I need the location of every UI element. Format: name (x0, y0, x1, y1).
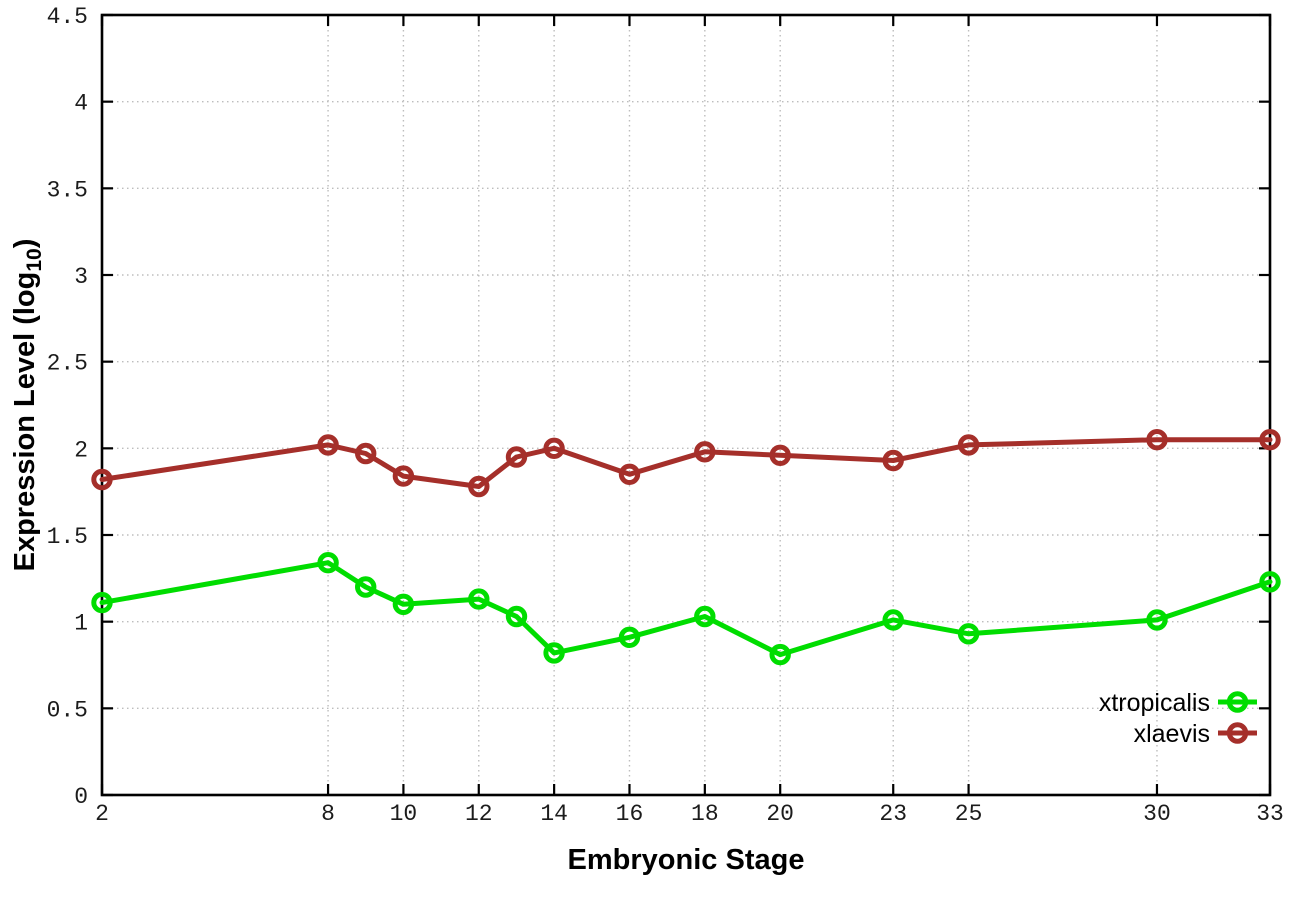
series-marker-xlaevis (957, 434, 980, 456)
x-tick-label: 30 (1143, 801, 1171, 827)
x-tick-label: 16 (616, 801, 644, 827)
y-tick-label: 4 (74, 91, 88, 117)
series-marker-xlaevis (91, 468, 113, 491)
series-marker-xtropicalis (618, 626, 641, 648)
series-marker-xtropicalis (317, 552, 339, 574)
series-marker-xlaevis (468, 475, 490, 498)
series-marker-xtropicalis (957, 623, 980, 645)
x-tick-label: 12 (465, 801, 493, 827)
y-tick-label: 0 (74, 784, 88, 810)
y-tick-label: 4.5 (47, 4, 88, 30)
tick-marks (100, 13, 1272, 797)
series-marker-xtropicalis (392, 593, 415, 615)
x-tick-label: 10 (390, 801, 418, 827)
x-tick-label: 25 (955, 801, 983, 827)
series-marker-xlaevis (392, 465, 415, 487)
y-tick-label: 3.5 (47, 177, 88, 203)
series-marker-xlaevis (505, 446, 528, 468)
series-marker-xtropicalis (543, 642, 565, 664)
series-marker-xlaevis (1146, 429, 1168, 451)
series-marker-xtropicalis (468, 588, 490, 610)
series-marker-xtropicalis (1259, 571, 1281, 593)
y-tick-label: 2 (74, 437, 88, 463)
series-marker-xtropicalis (882, 609, 904, 631)
series-marker-xtropicalis (355, 576, 377, 598)
gridlines (102, 15, 1270, 795)
legend: xtropicalis xlaevis (1099, 689, 1257, 748)
series-marker-xlaevis (618, 463, 641, 485)
x-tick-label: 14 (540, 801, 568, 827)
series-marker-xtropicalis (505, 605, 528, 628)
y-tick-label: 0.5 (47, 697, 88, 723)
series-marker-xtropicalis (694, 605, 716, 628)
x-tick-label: 33 (1256, 801, 1284, 827)
legend-marker-xlaevis (1226, 722, 1249, 744)
plot-border (100, 13, 1272, 797)
series-marker-xlaevis (1259, 429, 1281, 451)
legend-label-xlaevis: xlaevis (1134, 720, 1210, 748)
series-marker-xlaevis (543, 437, 565, 459)
y-tick-label: 1 (74, 611, 88, 637)
x-tick-label: 2 (95, 801, 109, 827)
x-tick-label: 20 (766, 801, 794, 827)
series-marker-xtropicalis (91, 591, 113, 614)
series-marker-xlaevis (882, 449, 904, 472)
y-tick-label: 3 (74, 264, 88, 290)
series-marker-xlaevis (355, 442, 377, 465)
series-marker-xlaevis (769, 444, 791, 466)
y-tick-label: 1.5 (47, 524, 88, 550)
series-marker-xtropicalis (1146, 609, 1168, 631)
y-axis-title: Expression Level (log10) (9, 239, 46, 572)
series-marker-xlaevis (694, 441, 716, 463)
x-axis-title: Embryonic Stage (568, 844, 805, 876)
series-marker-xlaevis (317, 434, 339, 456)
x-tick-label: 8 (321, 801, 335, 827)
series-marker-xtropicalis (769, 643, 791, 666)
legend-label-xtropicalis: xtropicalis (1099, 689, 1210, 717)
x-tick-label: 23 (879, 801, 907, 827)
y-tick-label: 2.5 (47, 351, 88, 377)
legend-marker-xtropicalis (1226, 691, 1249, 713)
x-tick-label: 18 (691, 801, 719, 827)
